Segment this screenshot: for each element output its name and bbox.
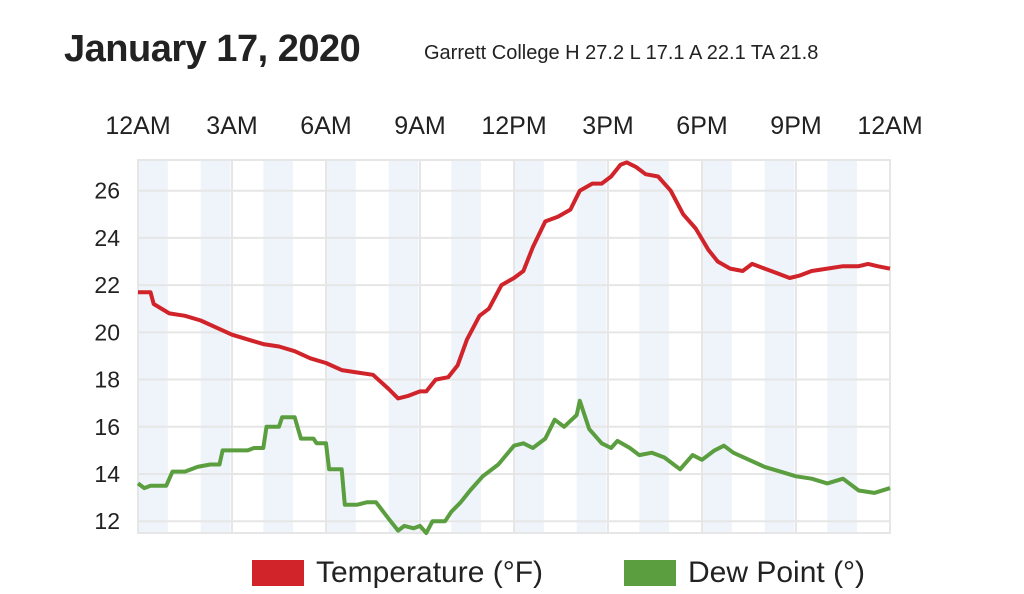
dew-point-swatch <box>624 560 676 586</box>
dew-point-line <box>136 398 891 535</box>
y-tick-label: 12 <box>94 508 120 534</box>
y-tick-label: 20 <box>94 319 120 345</box>
y-tick-label: 18 <box>94 367 120 393</box>
y-tick-label: 16 <box>94 414 120 440</box>
hour-band <box>639 160 670 533</box>
hour-band <box>827 160 858 533</box>
x-tick-label: 6AM <box>300 112 351 140</box>
x-tick-label: 3PM <box>582 112 633 140</box>
y-tick-label: 22 <box>94 272 120 298</box>
page-title: January 17, 2020 <box>64 28 361 70</box>
hour-band <box>514 160 544 533</box>
legend-label-temperature: Temperature (°F) <box>316 556 544 589</box>
x-tick-label: 9AM <box>394 112 445 140</box>
y-tick-label: 26 <box>94 178 120 204</box>
legend-item-temperature[interactable]: Temperature (°F) <box>252 556 543 590</box>
station-summary: Garrett College H 27.2 L 17.1 A 22.1 TA … <box>424 42 819 64</box>
x-tick-label: 9PM <box>770 112 821 140</box>
x-tick-label: 6PM <box>676 112 727 140</box>
legend-label-dew-point: Dew Point (°) <box>688 556 866 589</box>
x-tick-label: 3AM <box>206 112 257 140</box>
hour-band <box>702 160 732 533</box>
temperature-line <box>138 160 891 401</box>
hour-band <box>200 160 231 533</box>
x-tick-label: 12AM <box>857 112 922 140</box>
hour-band <box>764 160 795 533</box>
y-tick-label: 14 <box>94 461 120 487</box>
x-tick-label: 12PM <box>481 112 546 140</box>
y-tick-label: 24 <box>94 225 120 251</box>
legend-item-dew-point[interactable]: Dew Point (°) <box>624 556 865 590</box>
x-tick-label: 12AM <box>105 112 170 140</box>
hour-band <box>138 160 168 533</box>
temperature-swatch <box>252 560 304 586</box>
hour-band <box>388 160 419 533</box>
hour-band <box>576 160 607 533</box>
